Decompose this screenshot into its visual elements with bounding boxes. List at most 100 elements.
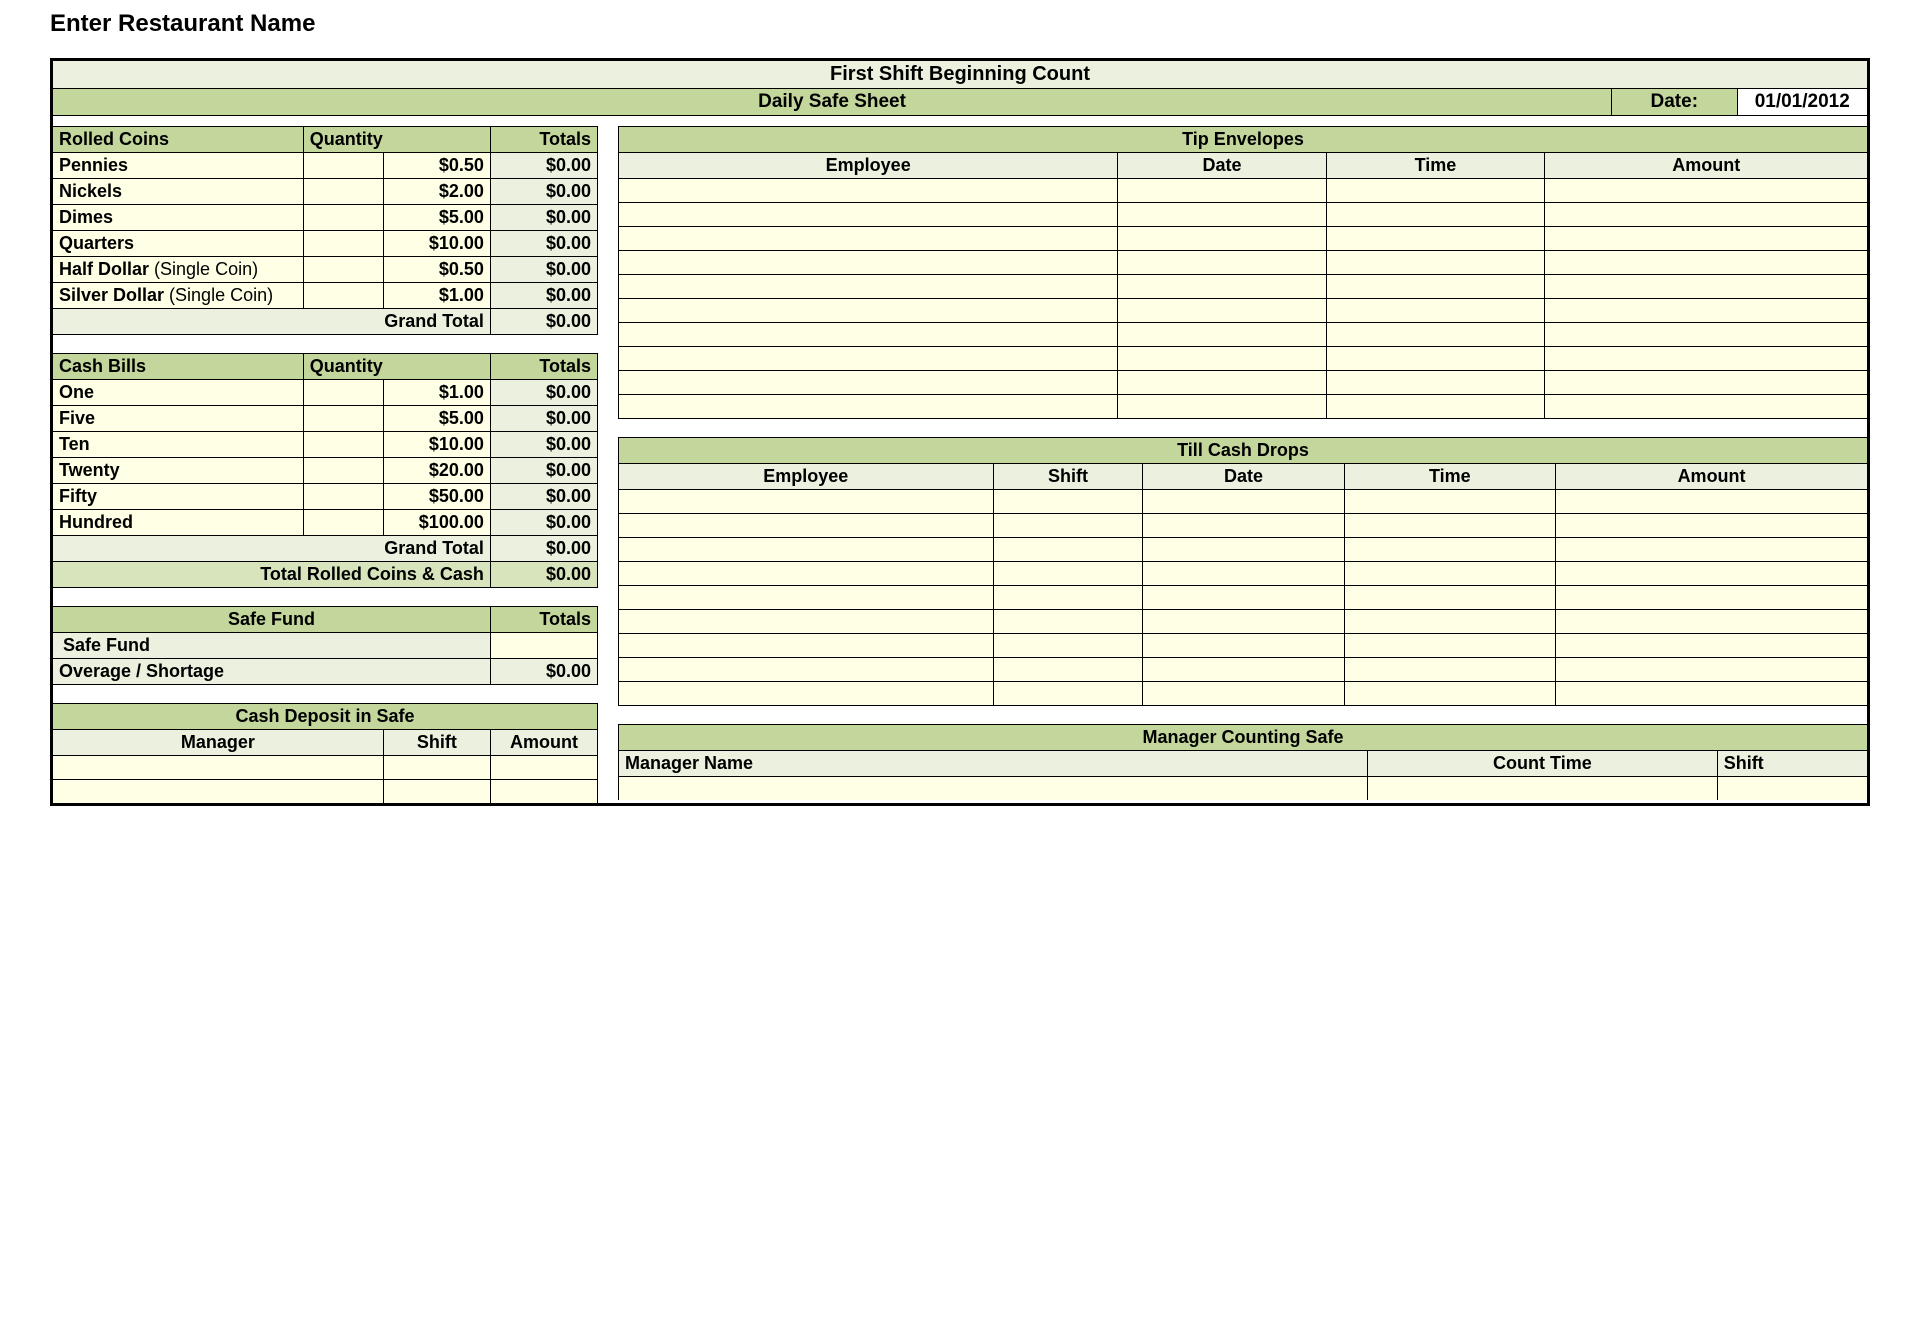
- input-cell[interactable]: [993, 489, 1143, 513]
- input-cell[interactable]: [53, 779, 383, 803]
- input-cell[interactable]: [1326, 346, 1545, 370]
- input-cell[interactable]: [1326, 202, 1545, 226]
- input-cell[interactable]: [1545, 226, 1867, 250]
- quantity-input[interactable]: [303, 509, 383, 535]
- input-cell[interactable]: [1344, 681, 1556, 705]
- quantity-input[interactable]: [303, 282, 383, 308]
- input-cell[interactable]: [1326, 274, 1545, 298]
- input-cell[interactable]: [619, 346, 1118, 370]
- date-value[interactable]: 01/01/2012: [1737, 89, 1867, 116]
- input-cell[interactable]: [1556, 561, 1867, 585]
- input-cell[interactable]: [993, 513, 1143, 537]
- input-cell[interactable]: [1118, 394, 1326, 418]
- input-cell[interactable]: [1118, 226, 1326, 250]
- input-cell[interactable]: [619, 202, 1118, 226]
- input-cell[interactable]: [1143, 513, 1344, 537]
- input-cell[interactable]: [1118, 250, 1326, 274]
- input-cell[interactable]: [1545, 322, 1867, 346]
- input-cell[interactable]: [1118, 370, 1326, 394]
- input-cell[interactable]: [1545, 202, 1867, 226]
- input-cell[interactable]: [619, 298, 1118, 322]
- input-cell[interactable]: [1556, 585, 1867, 609]
- input-cell[interactable]: [1344, 489, 1556, 513]
- input-cell[interactable]: [1326, 370, 1545, 394]
- input-cell[interactable]: [1344, 513, 1556, 537]
- input-cell[interactable]: [1118, 346, 1326, 370]
- input-cell[interactable]: [1118, 322, 1326, 346]
- input-cell[interactable]: [619, 274, 1118, 298]
- quantity-input[interactable]: [303, 178, 383, 204]
- input-cell[interactable]: [53, 755, 383, 779]
- input-cell[interactable]: [619, 657, 994, 681]
- input-cell[interactable]: [1556, 633, 1867, 657]
- input-cell[interactable]: [1344, 561, 1556, 585]
- input-cell[interactable]: [619, 250, 1118, 274]
- quantity-input[interactable]: [303, 152, 383, 178]
- input-cell[interactable]: [1545, 298, 1867, 322]
- input-cell[interactable]: [993, 657, 1143, 681]
- input-cell[interactable]: [1143, 489, 1344, 513]
- input-cell[interactable]: [1118, 178, 1326, 202]
- quantity-input[interactable]: [303, 256, 383, 282]
- input-cell[interactable]: [619, 585, 994, 609]
- input-cell[interactable]: [1556, 489, 1867, 513]
- quantity-input[interactable]: [303, 483, 383, 509]
- input-cell[interactable]: [993, 585, 1143, 609]
- input-cell[interactable]: [1717, 776, 1867, 800]
- input-cell[interactable]: [383, 755, 490, 779]
- input-cell[interactable]: [1545, 346, 1867, 370]
- input-cell[interactable]: [1556, 681, 1867, 705]
- input-cell[interactable]: [619, 776, 1368, 800]
- quantity-input[interactable]: [303, 230, 383, 256]
- input-cell[interactable]: [1545, 274, 1867, 298]
- quantity-input[interactable]: [303, 379, 383, 405]
- input-cell[interactable]: [1143, 681, 1344, 705]
- input-cell[interactable]: [993, 681, 1143, 705]
- input-cell[interactable]: [619, 370, 1118, 394]
- input-cell[interactable]: [993, 537, 1143, 561]
- input-cell[interactable]: [1118, 274, 1326, 298]
- input-cell[interactable]: [619, 322, 1118, 346]
- input-cell[interactable]: [1326, 226, 1545, 250]
- input-cell[interactable]: [1556, 537, 1867, 561]
- input-cell[interactable]: [1326, 322, 1545, 346]
- input-cell[interactable]: [1118, 202, 1326, 226]
- input-cell[interactable]: [619, 633, 994, 657]
- input-cell[interactable]: [619, 537, 994, 561]
- input-cell[interactable]: [993, 561, 1143, 585]
- input-cell[interactable]: [1344, 657, 1556, 681]
- input-cell[interactable]: [1143, 609, 1344, 633]
- input-cell[interactable]: [1326, 394, 1545, 418]
- input-cell[interactable]: [1326, 298, 1545, 322]
- quantity-input[interactable]: [303, 431, 383, 457]
- input-cell[interactable]: [1545, 394, 1867, 418]
- input-cell[interactable]: [1556, 609, 1867, 633]
- safe-fund-input[interactable]: [490, 632, 597, 658]
- input-cell[interactable]: [1368, 776, 1718, 800]
- quantity-input[interactable]: [303, 204, 383, 230]
- input-cell[interactable]: [1344, 633, 1556, 657]
- input-cell[interactable]: [619, 178, 1118, 202]
- input-cell[interactable]: [1545, 178, 1867, 202]
- input-cell[interactable]: [1344, 537, 1556, 561]
- input-cell[interactable]: [1344, 609, 1556, 633]
- input-cell[interactable]: [1118, 298, 1326, 322]
- input-cell[interactable]: [1545, 250, 1867, 274]
- input-cell[interactable]: [619, 489, 994, 513]
- quantity-input[interactable]: [303, 405, 383, 431]
- input-cell[interactable]: [1326, 250, 1545, 274]
- input-cell[interactable]: [1143, 585, 1344, 609]
- quantity-input[interactable]: [303, 457, 383, 483]
- input-cell[interactable]: [1143, 561, 1344, 585]
- input-cell[interactable]: [619, 681, 994, 705]
- input-cell[interactable]: [1143, 657, 1344, 681]
- input-cell[interactable]: [619, 609, 994, 633]
- input-cell[interactable]: [1556, 513, 1867, 537]
- input-cell[interactable]: [490, 779, 597, 803]
- input-cell[interactable]: [993, 633, 1143, 657]
- input-cell[interactable]: [619, 561, 994, 585]
- input-cell[interactable]: [383, 779, 490, 803]
- input-cell[interactable]: [1143, 633, 1344, 657]
- input-cell[interactable]: [619, 513, 994, 537]
- input-cell[interactable]: [1344, 585, 1556, 609]
